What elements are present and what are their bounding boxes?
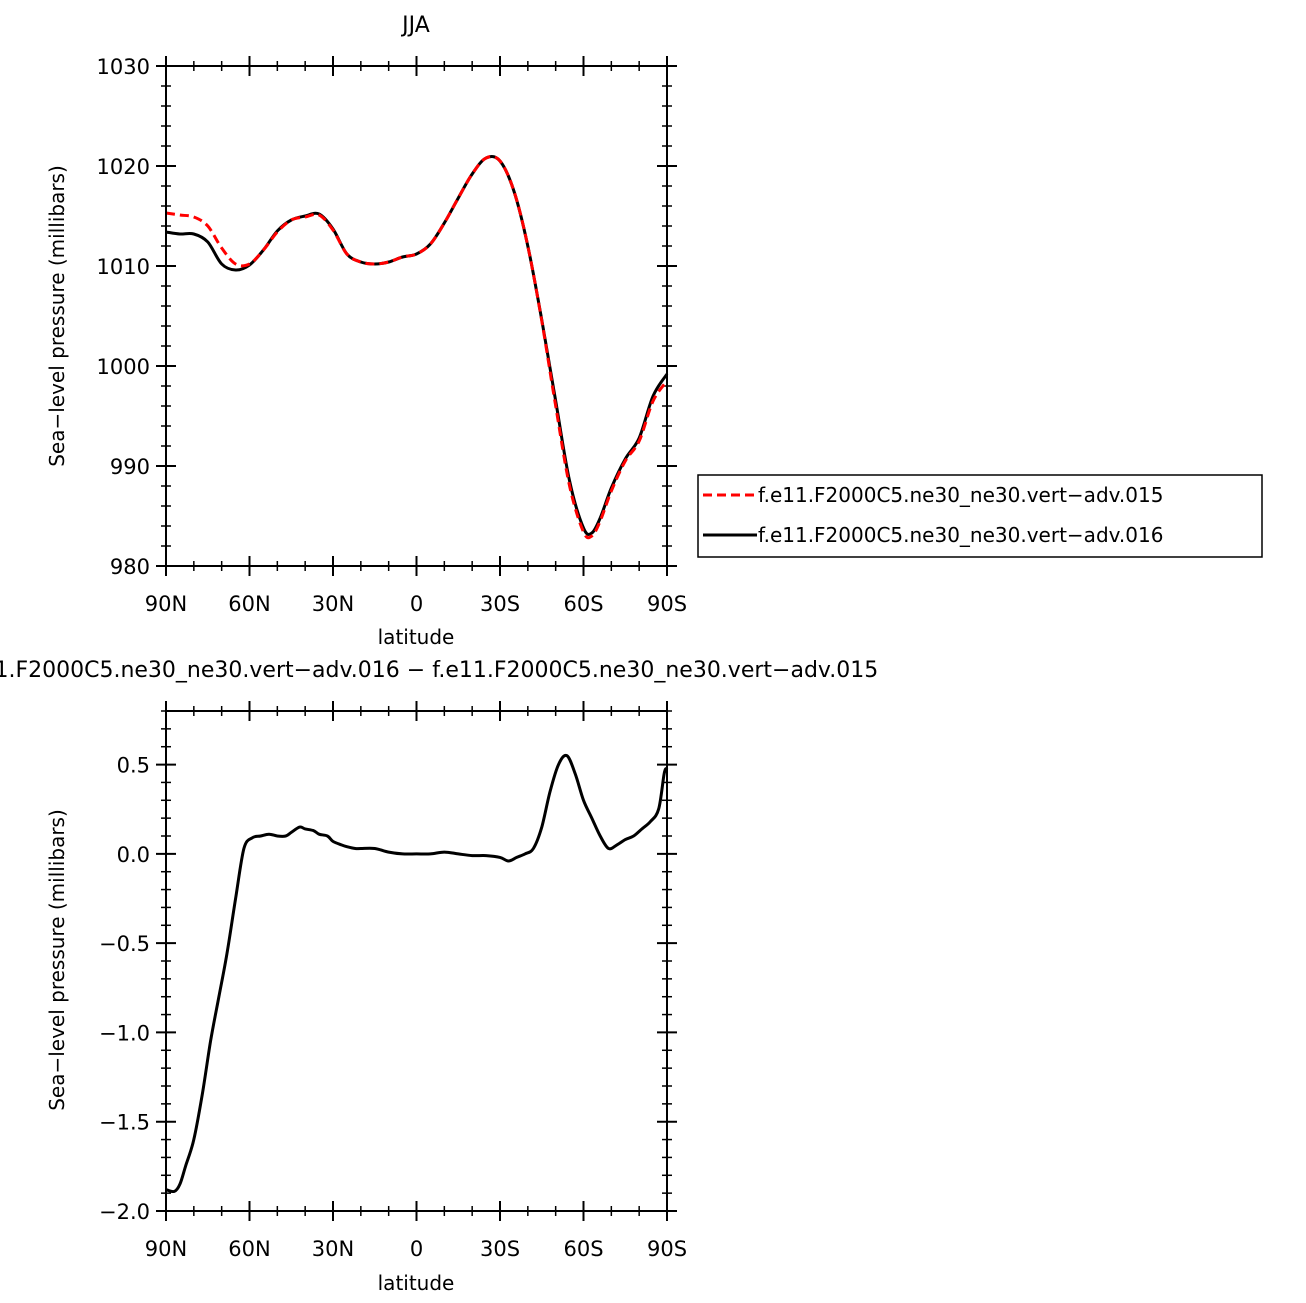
series-line [165, 753, 669, 1194]
series-line [165, 155, 669, 540]
y-tick-label: −1.0 [99, 1021, 150, 1045]
y-tick-label: 1000 [97, 355, 150, 379]
x-tick-label: 60N [228, 1237, 270, 1261]
legend-label-015: f.e11.F2000C5.ne30_ne30.vert−adv.015 [758, 483, 1163, 507]
top-plot-frame [165, 65, 668, 567]
bottom-x-tick-labels: 90N 60N 30N 0 30S 60S 90S [145, 1237, 687, 1261]
series-line [165, 155, 669, 536]
bottom-axis-ticks [156, 701, 677, 1221]
bottom-series-group [165, 753, 669, 1194]
y-tick-label: −1.5 [99, 1111, 150, 1135]
legend-label-016: f.e11.F2000C5.ne30_ne30.vert−adv.016 [758, 523, 1163, 547]
x-tick-label: 0 [410, 1237, 423, 1261]
bottom-x-axis-label: latitude [378, 1271, 455, 1295]
bottom-y-tick-labels: −2.0 −1.5 −1.0 −0.5 0.0 0.5 [99, 754, 150, 1224]
y-tick-label: 1010 [97, 255, 150, 279]
bottom-plot-title: f.e11.F2000C5.ne30_ne30.vert−adv.016 − f… [0, 658, 878, 683]
legend-box [697, 474, 1263, 558]
x-tick-label: 30N [312, 1237, 354, 1261]
top-y-axis-label: Sea−level pressure (millibars) [45, 165, 69, 467]
top-x-axis-label: latitude [378, 625, 455, 649]
x-tick-label: 90N [145, 592, 187, 616]
top-series-group [165, 155, 669, 540]
x-tick-label: 0 [410, 592, 423, 616]
y-tick-label: −2.0 [99, 1200, 150, 1224]
x-tick-label: 60S [563, 1237, 603, 1261]
x-tick-label: 90S [647, 592, 687, 616]
top-axis-ticks [156, 56, 677, 576]
x-tick-label: 60N [228, 592, 270, 616]
y-tick-label: 990 [110, 455, 150, 479]
y-tick-label: 980 [110, 555, 150, 579]
x-tick-label: 30S [480, 1237, 520, 1261]
bottom-y-axis-label: Sea−level pressure (millibars) [45, 809, 69, 1111]
top-plot: JJA 90N 60N 30N 0 30S 60S 90S 980 990 1000 1010 10… [45, 13, 687, 649]
y-tick-label: −0.5 [99, 932, 150, 956]
x-tick-label: 60S [563, 592, 603, 616]
x-tick-label: 90N [145, 1237, 187, 1261]
y-tick-label: 0.5 [117, 754, 150, 778]
bottom-plot: f.e11.F2000C5.ne30_ne30.vert−adv.016 − f… [0, 658, 878, 1295]
top-plot-title: JJA [400, 13, 430, 38]
bottom-plot-frame [165, 710, 668, 1212]
x-tick-label: 30S [480, 592, 520, 616]
x-tick-label: 30N [312, 592, 354, 616]
top-y-tick-labels: 980 990 1000 1010 1020 1030 [97, 55, 150, 579]
legend: f.e11.F2000C5.ne30_ne30.vert−adv.015 f.e… [697, 474, 1263, 558]
x-tick-label: 90S [647, 1237, 687, 1261]
y-tick-label: 0.0 [117, 843, 150, 867]
y-tick-label: 1020 [97, 155, 150, 179]
y-tick-label: 1030 [97, 55, 150, 79]
top-x-tick-labels: 90N 60N 30N 0 30S 60S 90S [145, 592, 687, 616]
